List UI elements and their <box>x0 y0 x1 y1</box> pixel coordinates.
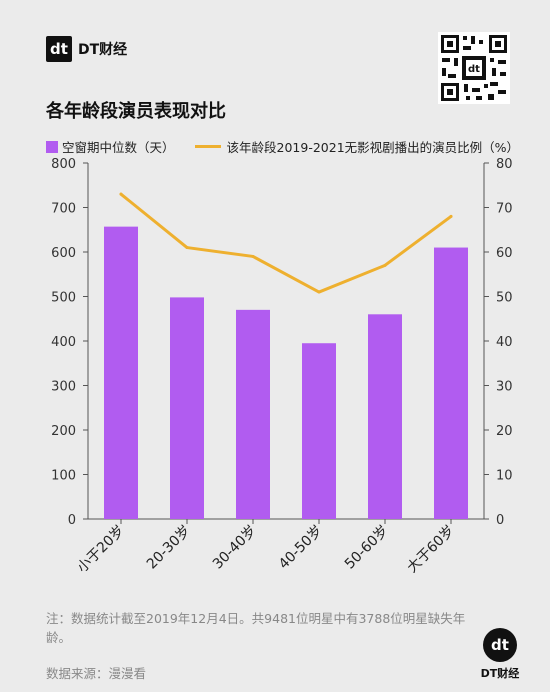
y-tick-label-left: 500 <box>51 291 76 306</box>
chart-title: 各年龄段演员表现对比 <box>46 101 226 122</box>
y-tick-label-left: 200 <box>51 424 76 439</box>
x-tick-label: 40-50岁 <box>276 523 326 573</box>
brand-logo: dt DT财经 <box>46 36 127 62</box>
x-tick-label: 20-30岁 <box>144 523 194 573</box>
y-tick-label-right: 60 <box>496 246 513 261</box>
bar <box>434 247 468 520</box>
x-tick-label: 30-40岁 <box>210 523 260 573</box>
line-point <box>251 254 255 258</box>
legend-bar-label: 空窗期中位数（天） <box>62 140 175 155</box>
bar <box>302 343 336 519</box>
y-tick-label-right: 30 <box>496 380 513 395</box>
line-point <box>317 290 321 294</box>
footer-logo: dt DT财经 <box>478 628 522 681</box>
y-tick-label-right: 0 <box>496 513 504 528</box>
bar <box>368 314 402 519</box>
y-tick-label-left: 300 <box>51 380 76 395</box>
brand-name: DT财经 <box>78 42 128 58</box>
y-tick-label-left: 700 <box>51 202 76 217</box>
chart-note: 注：数据统计截至2019年12月4日。共9481位明星中有3788位明星缺失年龄… <box>46 611 466 645</box>
bar <box>170 297 204 519</box>
chart-legend: 空窗期中位数（天） 该年龄段2019-2021无影视剧播出的演员比例（%） <box>46 137 519 156</box>
y-tick-label-right: 50 <box>496 291 513 306</box>
y-tick-label-left: 0 <box>68 513 76 528</box>
footer-logo-name: DT财经 <box>480 667 520 680</box>
svg-text:dt: dt <box>468 64 480 75</box>
y-tick-label-right: 40 <box>496 335 513 350</box>
line-series <box>119 192 453 294</box>
line-point <box>383 263 387 267</box>
y-tick-label-right: 70 <box>496 202 513 217</box>
x-tick-label: 大于60岁 <box>404 523 458 577</box>
y-tick-label-right: 80 <box>496 157 513 172</box>
line-point <box>185 246 189 250</box>
legend-line-label: 该年龄段2019-2021无影视剧播出的演员比例（%） <box>226 140 520 155</box>
bar <box>104 226 138 519</box>
x-tick-label: 小于20岁 <box>74 523 128 577</box>
y-tick-label-right: 20 <box>496 424 513 439</box>
data-source: 数据来源：漫漫看 <box>46 666 147 681</box>
y-tick-label-left: 400 <box>51 335 76 350</box>
bar <box>236 309 270 519</box>
y-tick-label-right: 10 <box>496 469 513 484</box>
x-tick-label: 50-60岁 <box>342 523 392 573</box>
legend-line-swatch <box>194 145 221 148</box>
y-tick-label-left: 800 <box>51 157 76 172</box>
line-point <box>119 192 123 196</box>
y-tick-label-left: 100 <box>51 469 76 484</box>
line-point <box>449 214 453 218</box>
footer-logo-badge: dt <box>483 628 517 662</box>
brand-badge: dt <box>46 36 72 62</box>
qr-code-icon: dt <box>438 32 510 104</box>
y-tick-label-left: 600 <box>51 246 76 261</box>
legend-bar-swatch <box>46 140 58 153</box>
